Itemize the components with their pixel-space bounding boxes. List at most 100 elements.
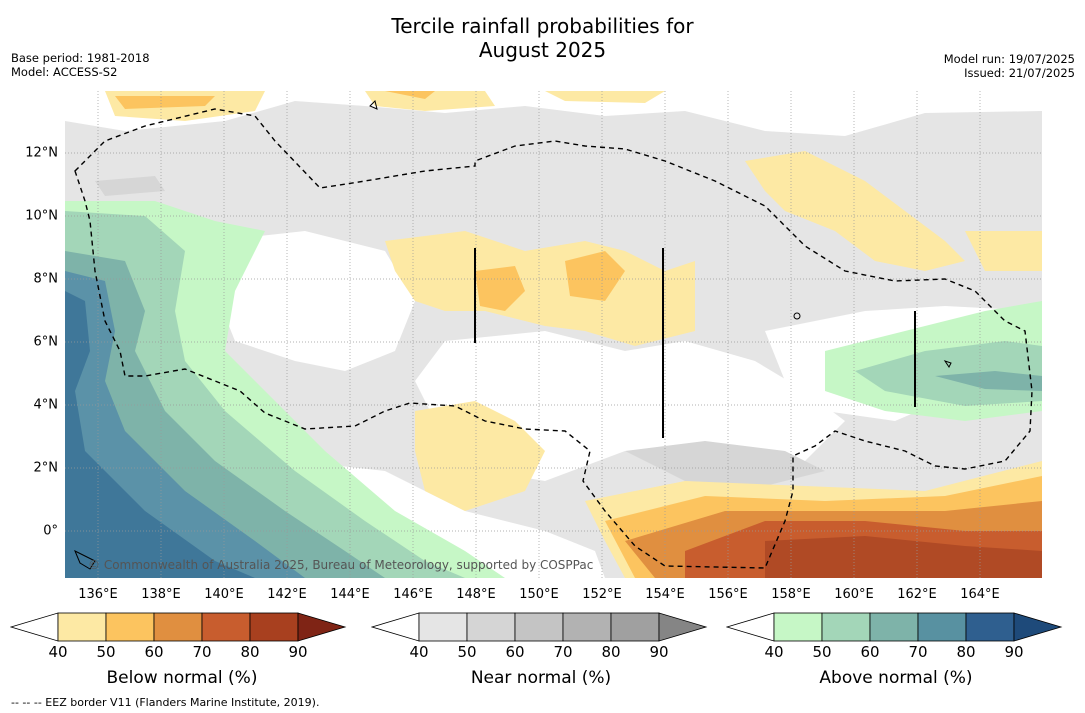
lat-label: 2°N — [33, 460, 59, 476]
colorbar-tick-label: 60 — [144, 643, 164, 661]
colorbar-extend-high — [297, 612, 347, 642]
base-info: Base period: 1981-2018 Model: ACCESS-S2 — [11, 51, 150, 79]
colorbar-extend-low — [371, 612, 420, 642]
colorbar-tick-label: 60 — [505, 643, 525, 661]
lat-label: 0° — [43, 523, 58, 539]
lat-label: 12°N — [25, 145, 58, 161]
above-normal-dark — [65, 291, 255, 578]
below-normal-orange — [475, 266, 525, 311]
lon-label: 164°E — [960, 587, 1000, 602]
colorbar-segment — [610, 612, 660, 642]
lon-label: 142°E — [267, 587, 307, 602]
colorbar-segment — [153, 612, 203, 642]
colorbar-near-normal — [371, 612, 708, 642]
map-credit: © Commonwealth of Australia 2025, Bureau… — [88, 558, 594, 572]
colorbar-tick-label: 70 — [553, 643, 573, 661]
near-normal-patch — [95, 176, 165, 196]
below-normal-dark — [765, 536, 1042, 578]
below-normal-orange — [385, 91, 435, 99]
below-normal-yellow — [965, 231, 1042, 271]
colorbar-tick-label: 40 — [764, 643, 784, 661]
colorbar-tick-label: 90 — [288, 643, 308, 661]
colorbar-tick-label: 50 — [812, 643, 832, 661]
below-normal-yellow — [365, 91, 495, 111]
below-normal-orange — [565, 251, 625, 301]
lon-label: 156°E — [708, 587, 748, 602]
colorbar-tick-label: 40 — [409, 643, 429, 661]
colorbar-segment — [466, 612, 516, 642]
lat-label: 8°N — [33, 271, 59, 287]
lon-label: 162°E — [897, 587, 937, 602]
lon-label: 148°E — [456, 587, 496, 602]
lon-label: 150°E — [519, 587, 559, 602]
eez-border — [74, 108, 1033, 569]
colorbar-tick-label: 40 — [48, 643, 68, 661]
map-markers — [474, 248, 916, 438]
colorbar-segment — [965, 612, 1015, 642]
colorbar-extend-low — [10, 612, 59, 642]
colorbar-segment — [917, 612, 967, 642]
colorbar-below-normal — [10, 612, 347, 642]
lon-label: 136°E — [78, 587, 118, 602]
eez-footnote: -- -- -- EEZ border V11 (Flanders Marine… — [11, 696, 320, 709]
lat-label: 10°N — [25, 208, 58, 224]
colorbar-above-normal — [726, 612, 1063, 642]
below-normal-orange — [115, 96, 215, 109]
colorbar-extend-low — [726, 612, 775, 642]
lon-label: 158°E — [771, 587, 811, 602]
below-normal-yellow — [415, 401, 545, 511]
colorbar-extend-high — [658, 612, 708, 642]
below-normal-yellow — [745, 151, 965, 271]
model-run: Model run: 19/07/2025 — [943, 52, 1075, 66]
colorbar-tick-label: 70 — [192, 643, 212, 661]
lon-label: 160°E — [834, 587, 874, 602]
above-normal-teal — [935, 371, 1042, 391]
run-info: Model run: 19/07/2025 Issued: 21/07/2025 — [944, 52, 1075, 80]
below-normal-yellow — [385, 231, 695, 346]
colorbar-tick-label: 60 — [860, 643, 880, 661]
colorbar-title-above: Above normal (%) — [819, 668, 973, 688]
colorbar-segment — [201, 612, 251, 642]
colorbar-segment — [514, 612, 564, 642]
colorbar-segment — [105, 612, 155, 642]
colorbar-title-below: Below normal (%) — [106, 668, 258, 688]
colorbar-segment — [418, 612, 468, 642]
colorbar-tick-label: 90 — [1004, 643, 1024, 661]
colorbar-tick-label: 80 — [601, 643, 621, 661]
lon-label: 140°E — [204, 587, 244, 602]
probability-map — [65, 91, 1042, 578]
lat-label: 6°N — [33, 334, 59, 350]
colorbar-segment — [249, 612, 299, 642]
above-normal-green2 — [855, 341, 1042, 406]
colorbar-tick-label: 80 — [240, 643, 260, 661]
colorbar-tick-label: 90 — [649, 643, 669, 661]
lon-label: 146°E — [393, 587, 433, 602]
title-line-1: Tercile rainfall probabilities for — [391, 14, 694, 38]
title-line-2: August 2025 — [478, 38, 607, 62]
lon-label: 144°E — [330, 587, 370, 602]
base-period: Base period: 1981-2018 — [11, 51, 150, 65]
model-name: Model: ACCESS-S2 — [11, 65, 118, 79]
lat-label: 4°N — [33, 397, 59, 413]
colorbar-segment — [57, 612, 107, 642]
colorbar-segment — [562, 612, 612, 642]
colorbar-segment — [773, 612, 823, 642]
colorbar-extend-high — [1013, 612, 1063, 642]
white-zone — [65, 91, 1042, 136]
white-zone — [215, 231, 415, 371]
lon-label: 138°E — [141, 587, 181, 602]
lon-label: 152°E — [582, 587, 622, 602]
colorbar-tick-label: 70 — [908, 643, 928, 661]
colorbar-tick-label: 50 — [96, 643, 116, 661]
issued-date: Issued: 21/07/2025 — [964, 66, 1075, 80]
lon-label: 154°E — [645, 587, 685, 602]
colorbar-title-near: Near normal (%) — [470, 668, 612, 688]
near-normal-patch — [625, 441, 825, 486]
map-title: Tercile rainfall probabilities for Augus… — [0, 14, 1085, 62]
colorbar-tick-label: 80 — [956, 643, 976, 661]
colorbar-segment — [869, 612, 919, 642]
below-normal-yellow — [545, 91, 665, 103]
colorbar-segment — [821, 612, 871, 642]
islands — [74, 100, 952, 570]
colorbar-tick-label: 50 — [457, 643, 477, 661]
